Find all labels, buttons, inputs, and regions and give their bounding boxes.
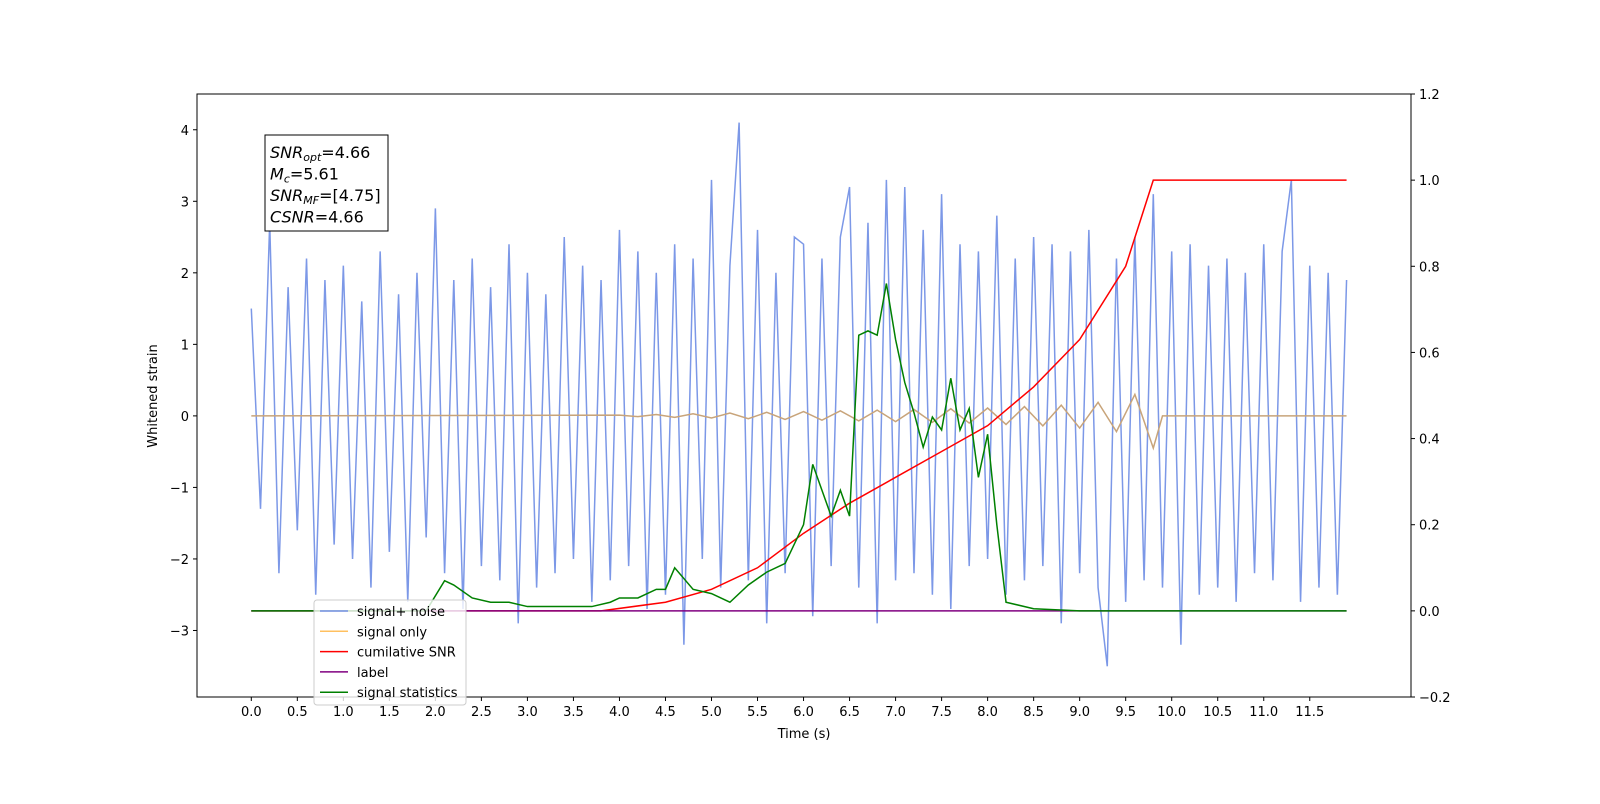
x-tick-label: 3.5: [563, 705, 584, 720]
x-tick-label: 5.0: [701, 705, 722, 720]
x-tick-label: 8.0: [977, 705, 998, 720]
annotation-name: CSNR: [270, 208, 315, 227]
y2-tick-label: 0.2: [1419, 519, 1440, 534]
x-tick-label: 5.5: [747, 705, 768, 720]
y2-tick-label: 1.2: [1419, 88, 1440, 103]
y2-tick-label: 0.6: [1419, 346, 1440, 361]
y2-tick-label: 0.4: [1419, 433, 1440, 448]
y-tick-label: 2: [181, 267, 189, 282]
x-tick-label: 11.0: [1249, 705, 1278, 720]
y-tick-label: −2: [170, 553, 189, 568]
x-tick-label: 6.5: [839, 705, 860, 720]
x-tick-label: 0.5: [287, 705, 308, 720]
annotation: SNRopt=4.66: [270, 143, 370, 164]
y2-tick-label: 1.0: [1419, 174, 1440, 189]
annotation: Mc=5.61: [270, 165, 339, 186]
y-tick-label: 1: [181, 338, 189, 353]
x-tick-label: 2.5: [471, 705, 492, 720]
x-tick-label: 8.5: [1023, 705, 1044, 720]
y2-tick-label: 0.0: [1419, 605, 1440, 620]
series-line: [251, 392, 1347, 451]
x-tick-label: 7.5: [931, 705, 952, 720]
x-tick-label: 0.0: [241, 705, 262, 720]
annotation-name: M: [270, 165, 284, 184]
y-tick-label: 3: [181, 195, 189, 210]
annotation-name: SNR: [270, 143, 303, 162]
annotation-subscript: opt: [303, 151, 322, 164]
x-tick-label: 1.5: [379, 705, 400, 720]
annotation: CSNR=4.66: [270, 208, 364, 227]
annotation-value: =[4.75]: [319, 186, 381, 205]
y2-tick-label: 0.8: [1419, 260, 1440, 275]
annotation-value: =4.66: [315, 208, 364, 227]
legend-label: label: [357, 666, 388, 681]
x-tick-label: 6.0: [793, 705, 814, 720]
x-tick-label: 3.0: [517, 705, 538, 720]
x-tick-label: 4.5: [655, 705, 676, 720]
legend-label: signal statistics: [357, 686, 458, 701]
annotation-box: [264, 134, 389, 232]
annotation-subscript: c: [284, 173, 290, 186]
x-tick-label: 10.0: [1157, 705, 1186, 720]
y2-tick-label: −0.2: [1419, 691, 1451, 706]
x-axis-label: Time (s): [777, 727, 831, 742]
series-line: [251, 179, 1347, 612]
legend-label: cumilative SNR: [357, 646, 456, 661]
series-line: [251, 283, 1347, 612]
x-tick-label: 10.5: [1203, 705, 1232, 720]
legend-box: [313, 599, 467, 706]
annotation: SNRMF=[4.75]: [270, 186, 381, 207]
annotation-value: =4.66: [321, 143, 370, 162]
y-tick-label: 0: [181, 410, 189, 425]
series-line: [250, 122, 1348, 667]
annotation-value: =5.61: [290, 165, 339, 184]
x-tick-label: 9.5: [1115, 705, 1136, 720]
x-tick-label: 11.5: [1295, 705, 1324, 720]
annotation-subscript: MF: [303, 194, 319, 207]
y-tick-label: 4: [181, 124, 189, 139]
x-tick-label: 9.0: [1069, 705, 1090, 720]
legend-label: signal+ noise: [357, 605, 445, 620]
legend-label: signal only: [357, 625, 427, 640]
x-tick-label: 1.0: [333, 705, 354, 720]
x-tick-label: 2.0: [425, 705, 446, 720]
x-tick-label: 4.0: [609, 705, 630, 720]
y-tick-label: −1: [170, 481, 189, 496]
y-axis-label: Whitened strain: [146, 344, 161, 447]
x-tick-label: 7.0: [885, 705, 906, 720]
y-tick-label: −3: [170, 624, 189, 639]
annotation-name: SNR: [270, 186, 303, 205]
